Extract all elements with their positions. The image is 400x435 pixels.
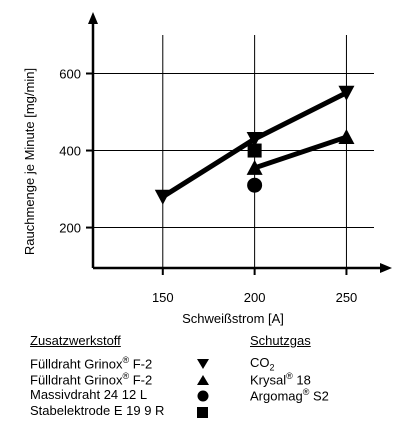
x-tick-label: 150 (152, 290, 174, 305)
y-tick-label: 200 (59, 221, 81, 236)
point-circle-0 (247, 177, 263, 193)
legend-gas-2-name: Krysal (250, 372, 287, 388)
legend-right-title: Schutzgas (250, 333, 311, 348)
y-axis-arrow (88, 12, 98, 24)
legend-gas-2: Krysal® 18 (250, 371, 311, 387)
legend-item-1-sup: ® (122, 355, 130, 365)
series-line-1 (253, 134, 348, 171)
legend-item-4: Stabelektrode E 19 9 R (30, 403, 164, 418)
y-axis-label: Rauchmenge je Minute [mg/min] (22, 68, 37, 255)
legend-item-3: Massivdraht 24 12 L (30, 387, 147, 402)
legend-gas-2-sup: ® (286, 371, 293, 381)
series-0-point-0 (154, 189, 171, 205)
legend-gas-3: Argomag® S2 (250, 387, 329, 403)
x-tick-label: 250 (336, 290, 358, 305)
legend-gas-3-name: Argomag (250, 388, 303, 404)
legend-item-3-name: Massivdraht 24 12 L (30, 387, 148, 402)
x-axis-label: Schweißstrom [A] (182, 311, 284, 326)
series-1-point-0 (246, 159, 263, 175)
x-tick-label: 200 (244, 290, 266, 305)
legend-gas-1: CO2 (250, 355, 275, 373)
legend-item-1-suffix: F-2 (129, 356, 153, 372)
legend-item-1: Fülldraht Grinox® F-2 (30, 355, 152, 371)
point-square-1 (247, 143, 262, 158)
legend-item-2-suffix: F-2 (129, 372, 153, 388)
legend-triangle-up-icon (197, 375, 209, 385)
legend-square-icon (197, 407, 208, 418)
legend-item-2: Fülldraht Grinox® F-2 (30, 371, 152, 387)
y-tick-label: 400 (59, 144, 81, 159)
legend-item-2-name: Fülldraht Grinox (30, 372, 123, 388)
legend-gas-1-name: CO (250, 355, 270, 370)
series-0-point-1 (246, 131, 263, 147)
series-0-point-2 (338, 85, 355, 101)
series-1-point-1 (338, 129, 355, 145)
legend-item-4-name: Stabelektrode E 19 9 R (30, 403, 165, 418)
x-axis-arrow (380, 263, 392, 273)
legend-circle-icon (197, 390, 209, 402)
legend-symbols (197, 359, 209, 418)
legend-gas-2-suffix: 18 (292, 372, 311, 388)
chart: 150 200 250 200 400 600 Schweißstrom [A] Rauchm… (22, 12, 392, 326)
legend-left-title: Zusatzwerkstoff (30, 333, 121, 348)
legend-item-2-sup: ® (122, 371, 130, 381)
legend-triangle-down-icon (197, 359, 209, 369)
y-tick-label: 600 (59, 67, 81, 82)
legend-item-1-name: Fülldraht Grinox (30, 356, 123, 372)
legend-gas-3-sup: ® (302, 387, 310, 397)
legend-gas-3-suffix: S2 (309, 388, 329, 404)
legend-gas-1-sub: 2 (269, 362, 275, 373)
